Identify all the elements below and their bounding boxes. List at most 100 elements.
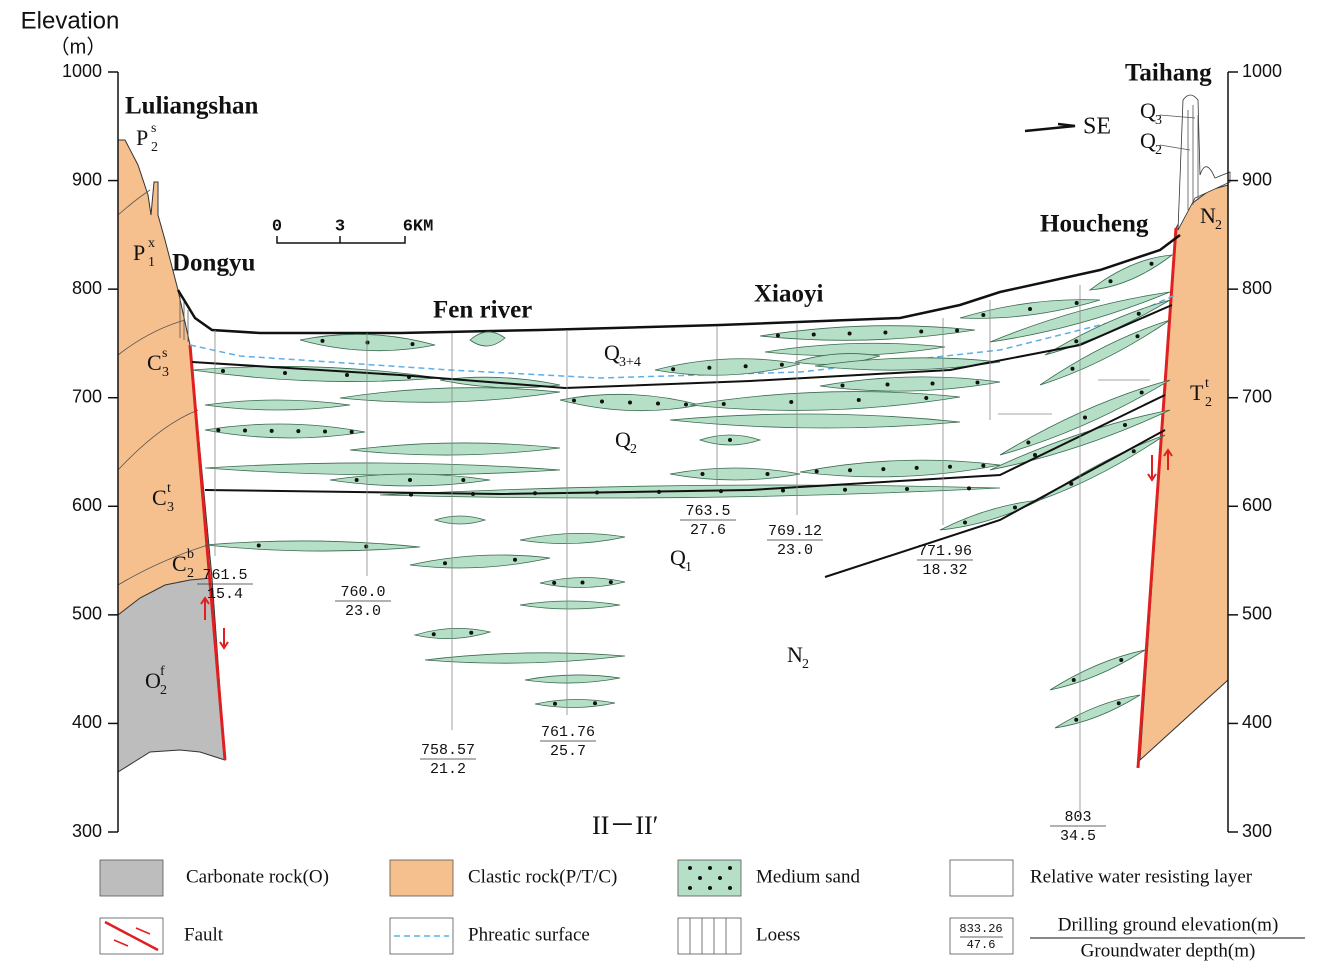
tick-label: 400 — [1242, 712, 1272, 732]
unit-sub: 1 — [148, 255, 155, 270]
sand-dot — [243, 429, 247, 433]
sand-dot — [1117, 701, 1121, 705]
unit-sub: 3+4 — [619, 355, 641, 370]
unit-sup: s — [162, 346, 167, 361]
well-depth: 23.0 — [777, 542, 813, 559]
legend-dot — [688, 866, 692, 870]
sand-lens — [205, 541, 420, 551]
unit-sub: 2 — [630, 442, 637, 457]
place-label: Taihang — [1125, 60, 1212, 87]
legend-label: Drilling ground elevation(m) — [1058, 914, 1279, 935]
sand-dot — [1013, 506, 1017, 510]
sand-dot — [552, 581, 556, 585]
legend-label: Fault — [184, 924, 224, 945]
unit-sub: 3 — [167, 500, 174, 515]
unit-symbol: Q — [1140, 128, 1156, 153]
sand-dot — [701, 472, 705, 476]
tick-label: 400 — [72, 712, 102, 732]
sand-dot — [355, 478, 359, 482]
unit-sub: 2 — [1215, 218, 1222, 233]
sand-dot — [886, 383, 890, 387]
sand-dot — [1074, 718, 1078, 722]
tick-label: 300 — [72, 821, 102, 841]
axis-unit: （m） — [50, 35, 107, 58]
legend-label: Phreatic surface — [468, 924, 590, 945]
sand-lens — [192, 366, 440, 381]
unit-sup: f — [160, 664, 165, 679]
sand-lens — [350, 443, 560, 455]
sand-dot — [296, 429, 300, 433]
place-label: Xiaoyi — [754, 281, 824, 308]
tick-label: 700 — [1242, 386, 1272, 406]
legend-sample-elevation: 833.26 — [959, 922, 1002, 936]
sand-dot — [1075, 301, 1079, 305]
sand-dot — [843, 488, 847, 492]
sand-dot — [915, 466, 919, 470]
sand-dot — [366, 341, 370, 345]
well-depth: 15.4 — [207, 586, 243, 603]
sand-dot — [1137, 312, 1141, 316]
unit-symbol: Q — [615, 427, 631, 452]
sand-dot — [766, 472, 770, 476]
tick-label: 700 — [72, 386, 102, 406]
tick-label: 800 — [72, 278, 102, 298]
sand-lens — [1050, 650, 1145, 690]
sand-dot — [1150, 262, 1154, 266]
sand-dot — [408, 478, 412, 482]
tick-label: 500 — [1242, 604, 1272, 624]
unit-symbol: Q — [1140, 98, 1156, 123]
legend-swatch — [678, 860, 741, 896]
sand-lens — [690, 392, 960, 411]
legend-dot — [688, 886, 692, 890]
sand-dot — [1072, 678, 1076, 682]
unit-symbol: C — [147, 350, 162, 375]
axis-title: Elevation — [21, 7, 120, 34]
unit-symbol: C — [172, 551, 187, 576]
legend-swatch — [390, 860, 453, 896]
scale-label: 6KM — [403, 217, 434, 236]
sand-dot — [883, 331, 887, 335]
unit-symbol: Q — [604, 340, 620, 365]
sand-dot — [707, 366, 711, 370]
tick-label: 300 — [1242, 821, 1272, 841]
sand-dot — [469, 631, 473, 635]
sand-dot — [345, 373, 349, 377]
scale-label: 3 — [335, 217, 345, 236]
well-elevation: 761.76 — [541, 724, 595, 741]
sand-dot — [744, 364, 748, 368]
well-elevation: 761.5 — [202, 567, 247, 584]
unit-sub: 3 — [1155, 113, 1162, 128]
sand-dot — [728, 438, 732, 442]
sand-dot — [881, 467, 885, 471]
sand-dot — [364, 545, 368, 549]
well-depth: 34.5 — [1060, 828, 1096, 845]
legend-sample-depth: 47.6 — [967, 938, 996, 952]
sand-dot — [572, 399, 576, 403]
sand-lens — [670, 468, 800, 480]
unit-symbol: C — [152, 485, 167, 510]
sand-lens — [520, 601, 620, 609]
unit-sub: 2 — [802, 657, 809, 672]
unit-sup: s — [151, 121, 156, 136]
sand-dot — [722, 402, 726, 406]
sand-lens — [205, 463, 560, 475]
legend-label: Clastic rock(P/T/C) — [468, 866, 617, 887]
sand-dot — [432, 632, 436, 636]
unit-symbol: N — [1200, 203, 1216, 228]
place-label: Luliangshan — [125, 93, 259, 120]
sand-dot — [323, 430, 327, 434]
sand-dot — [924, 396, 928, 400]
sand-dot — [553, 702, 557, 706]
legend-swatch — [678, 918, 741, 954]
sand-dot — [656, 402, 660, 406]
unit-sup: x — [148, 236, 155, 251]
tick-label: 900 — [72, 169, 102, 189]
well-depth: 27.6 — [690, 522, 726, 539]
unit-sub: 2 — [160, 683, 167, 698]
sand-dot — [628, 401, 632, 405]
unit-symbol: P — [133, 240, 145, 265]
sand-dot — [789, 400, 793, 404]
tick-label: 500 — [72, 604, 102, 624]
tick-label: 1000 — [62, 61, 102, 81]
sand-dot — [593, 701, 597, 705]
